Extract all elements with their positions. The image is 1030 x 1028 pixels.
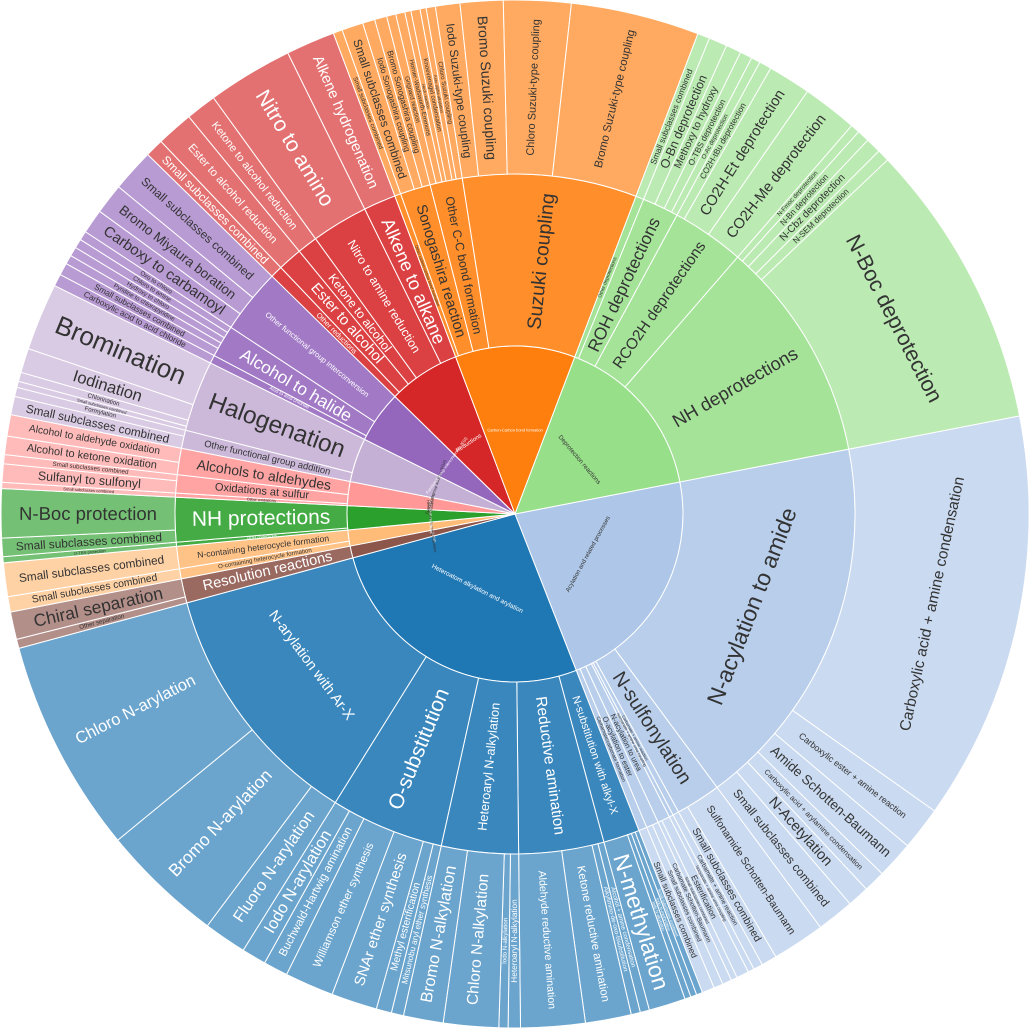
sector-class-nh-deprotections-n-boc-deprotection[interactable] — [760, 159, 1021, 450]
